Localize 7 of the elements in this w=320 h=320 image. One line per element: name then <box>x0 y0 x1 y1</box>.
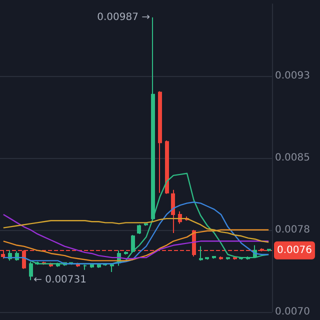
annotation: ← 0.00731 <box>34 274 87 286</box>
y-tick-label: 0.0078 <box>275 224 310 236</box>
y-tick-label: 0.0070 <box>275 306 310 318</box>
y-tick-label: 0.0085 <box>275 152 310 164</box>
annotation: 0.00987 → <box>97 12 150 23</box>
y-tick-label: 0.0093 <box>275 70 310 82</box>
ref-line-label: 0.0076 <box>277 244 312 256</box>
